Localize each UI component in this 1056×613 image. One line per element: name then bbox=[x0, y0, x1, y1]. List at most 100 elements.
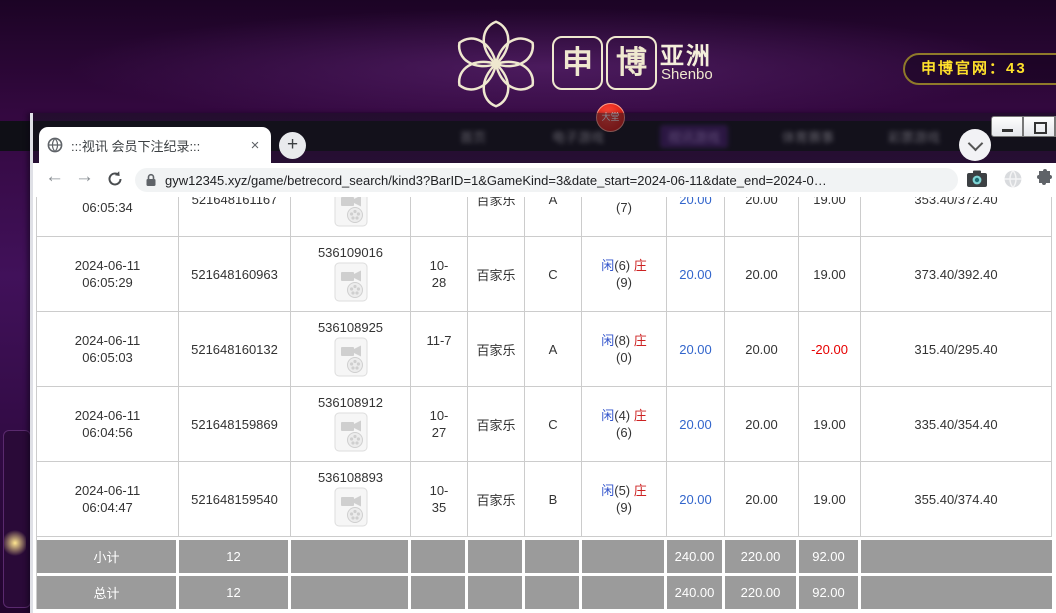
brand-latin: Shenbo bbox=[661, 66, 713, 83]
balance-cell: 353.40/372.40 bbox=[861, 197, 1052, 237]
back-button[interactable]: ← bbox=[45, 166, 64, 187]
forward-button[interactable]: → bbox=[75, 166, 94, 187]
bet-time-cell: 2024-06-11 06:04:56 bbox=[37, 387, 179, 462]
round-cell: 10- 35 bbox=[411, 462, 468, 537]
new-tab-button[interactable]: + bbox=[279, 132, 306, 159]
table-row: 2024-06-11 06:05:34 521648161167 11-6 百家… bbox=[37, 197, 1052, 237]
banker-points: (7) bbox=[616, 200, 632, 215]
player-label: 闲 bbox=[601, 333, 615, 348]
bet-amount-cell: 20.00 bbox=[667, 387, 725, 462]
video-replay-icon[interactable] bbox=[334, 262, 368, 302]
round-line2: 35 bbox=[431, 500, 447, 515]
total-bet: 240.00 bbox=[667, 573, 725, 609]
player-points: (6) bbox=[614, 258, 631, 273]
total-row: 总计 12 240.00 220.00 92.00 bbox=[37, 573, 1052, 609]
round-cell: 10- 27 bbox=[411, 387, 468, 462]
balance-cell: 355.40/374.40 bbox=[861, 462, 1052, 537]
video-replay-icon[interactable] bbox=[334, 412, 368, 452]
bet-amount-cell: 20.00 bbox=[667, 237, 725, 312]
extensions-puzzle-icon[interactable] bbox=[1035, 169, 1055, 189]
balance-cell: 315.40/295.40 bbox=[861, 312, 1052, 387]
bet-date: 2024-06-11 bbox=[37, 197, 178, 199]
round-cell: 11-6 bbox=[411, 197, 468, 237]
window-maximize-button[interactable] bbox=[1023, 116, 1055, 137]
bet-time: 06:05:29 bbox=[82, 275, 133, 290]
tab-search-button[interactable] bbox=[959, 129, 991, 161]
globe-icon[interactable] bbox=[1003, 169, 1023, 189]
bet-date: 2024-06-11 bbox=[74, 483, 141, 498]
bet-table-footer: 小计 12 240.00 220.00 92.00 总计 12 240.00 2… bbox=[37, 537, 1052, 609]
bet-amount-cell: 20.00 bbox=[667, 197, 725, 237]
maximize-icon bbox=[1034, 122, 1047, 134]
banker-label: 庄 bbox=[633, 408, 647, 423]
bet-id-cell: 521648159869 bbox=[179, 387, 291, 462]
banker-points: (6) bbox=[616, 425, 632, 440]
bet-amount-cell: 20.00 bbox=[667, 312, 725, 387]
video-replay-icon[interactable] bbox=[334, 197, 368, 227]
round-line2: 27 bbox=[431, 425, 447, 440]
game-cell: 百家乐 bbox=[468, 312, 525, 387]
subtotal-row: 小计 12 240.00 220.00 92.00 bbox=[37, 537, 1052, 573]
bet-date: 2024-06-11 bbox=[74, 333, 141, 348]
video-id: 536109016 bbox=[317, 244, 384, 260]
banker-points: (9) bbox=[616, 500, 632, 515]
minimize-icon bbox=[1002, 129, 1013, 132]
bet-amount-cell: 20.00 bbox=[667, 462, 725, 537]
bet-time-cell: 2024-06-11 06:05:03 bbox=[37, 312, 179, 387]
player-points: (4) bbox=[614, 408, 631, 423]
video-replay-icon[interactable] bbox=[334, 487, 368, 527]
bet-id-cell: 521648160132 bbox=[179, 312, 291, 387]
bet-amount-link[interactable]: 20.00 bbox=[679, 266, 712, 282]
valid-amount-cell: 20.00 bbox=[725, 197, 799, 237]
bet-amount-link[interactable]: 20.00 bbox=[679, 197, 712, 207]
video-replay-icon[interactable] bbox=[334, 337, 368, 377]
reload-button[interactable] bbox=[105, 169, 125, 189]
win-loss-cell: 19.00 bbox=[799, 237, 861, 312]
browser-tab[interactable]: :::视讯 会员下注纪录::: × bbox=[39, 127, 271, 163]
round-line2: 28 bbox=[431, 275, 447, 290]
banker-label: 庄 bbox=[633, 483, 647, 498]
win-loss-cell: 19.00 bbox=[799, 462, 861, 537]
result-cell: 闲(8) 庄 (0) bbox=[582, 312, 667, 387]
banker-points: (0) bbox=[616, 350, 632, 365]
window-minimize-button[interactable] bbox=[991, 116, 1023, 137]
bet-time: 06:04:56 bbox=[82, 425, 133, 440]
page-content: 2024-06-11 06:05:34 521648161167 11-6 百家… bbox=[33, 197, 1056, 613]
url-text[interactable]: gyw12345.xyz/game/betrecord_search/kind3… bbox=[165, 172, 827, 188]
video-id: 536108912 bbox=[317, 394, 384, 410]
bet-amount-link[interactable]: 20.00 bbox=[679, 341, 712, 357]
bet-table-body: 2024-06-11 06:05:34 521648161167 11-6 百家… bbox=[37, 197, 1052, 537]
total-valid: 220.00 bbox=[725, 573, 799, 609]
brand-char-2: 博 bbox=[606, 36, 657, 90]
player-points: (8) bbox=[614, 333, 631, 348]
round-line2 bbox=[411, 349, 467, 366]
banker-label: 庄 bbox=[633, 258, 647, 273]
subtotal-win: 92.00 bbox=[799, 537, 861, 573]
browser-toolbar: ← → gyw12345.xyz/game/betrecord_search/k… bbox=[33, 163, 1056, 198]
result-cell: (7) bbox=[582, 197, 667, 237]
camera-icon[interactable] bbox=[966, 169, 988, 189]
browser-window: :::视讯 会员下注纪录::: × + ← → gyw12345.xyz/gam… bbox=[30, 113, 1056, 613]
player-label: 闲 bbox=[601, 483, 615, 498]
tab-favicon-globe-icon bbox=[47, 137, 63, 153]
bet-amount-link[interactable]: 20.00 bbox=[679, 491, 712, 507]
table-code-cell: B bbox=[525, 462, 582, 537]
bet-amount-link[interactable]: 20.00 bbox=[679, 416, 712, 432]
address-bar[interactable]: gyw12345.xyz/game/betrecord_search/kind3… bbox=[135, 168, 958, 192]
valid-amount-cell: 20.00 bbox=[725, 462, 799, 537]
tab-close-icon[interactable]: × bbox=[250, 136, 260, 154]
round-line1: 11-7 bbox=[426, 333, 452, 348]
banker-label: 庄 bbox=[633, 333, 647, 348]
round-line1: 10- bbox=[429, 483, 449, 498]
win-loss-cell: 19.00 bbox=[799, 197, 861, 237]
total-count: 12 bbox=[179, 573, 291, 609]
table-row: 2024-06-11 06:05:29 521648160963 5361090… bbox=[37, 237, 1052, 312]
valid-amount-cell: 20.00 bbox=[725, 237, 799, 312]
win-loss-cell: -20.00 bbox=[799, 312, 861, 387]
subtotal-bet: 240.00 bbox=[667, 537, 725, 573]
subtotal-count: 12 bbox=[179, 537, 291, 573]
window-frame: :::视讯 会员下注纪录::: × + bbox=[33, 113, 1056, 163]
bet-date: 2024-06-11 bbox=[74, 258, 141, 273]
bet-time-cell: 2024-06-11 06:05:34 bbox=[37, 197, 179, 237]
balance-cell: 335.40/354.40 bbox=[861, 387, 1052, 462]
